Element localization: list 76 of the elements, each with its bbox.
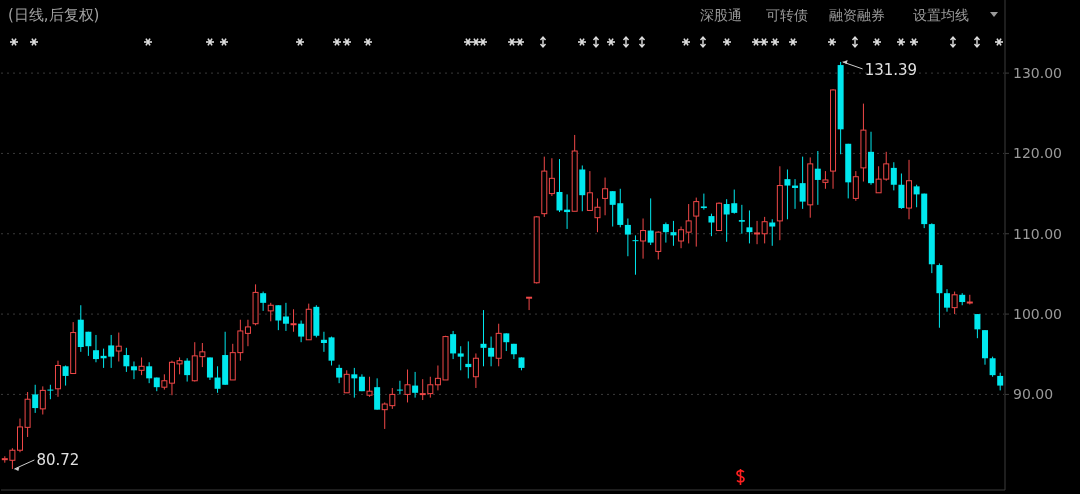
y-tick-label: 100.00 bbox=[1013, 306, 1062, 323]
candlestick bbox=[678, 226, 685, 249]
candlestick bbox=[472, 352, 479, 389]
y-tick-label: 90.00 bbox=[1013, 386, 1054, 403]
candlestick bbox=[366, 376, 373, 398]
candlestick bbox=[602, 177, 609, 216]
candlestick bbox=[450, 330, 457, 360]
candlestick bbox=[655, 230, 662, 260]
candlestick bbox=[47, 384, 54, 400]
candlestick bbox=[320, 331, 327, 353]
candlestick bbox=[130, 360, 137, 380]
candlestick bbox=[685, 203, 692, 244]
candlestick bbox=[62, 364, 69, 387]
candlestick bbox=[974, 313, 981, 339]
candlestick bbox=[412, 371, 419, 399]
candlestick bbox=[632, 234, 639, 276]
candlestick bbox=[184, 357, 191, 383]
candlestick bbox=[488, 336, 495, 367]
y-tick-label: 110.00 bbox=[1013, 225, 1062, 242]
chart-title: (日线,后复权) bbox=[8, 6, 100, 24]
candlestick bbox=[670, 220, 677, 247]
candlestick bbox=[890, 161, 897, 191]
candlestick bbox=[708, 213, 715, 237]
candlestick bbox=[548, 157, 555, 197]
y-tick-label: 130.00 bbox=[1013, 65, 1062, 82]
candlestick bbox=[404, 369, 411, 403]
candlestick bbox=[123, 347, 130, 373]
annotation: 80.72 bbox=[36, 450, 80, 469]
candlestick bbox=[351, 367, 358, 399]
candlestick bbox=[647, 197, 654, 246]
candlestick bbox=[898, 173, 905, 210]
candlestick bbox=[662, 222, 669, 244]
candlestick bbox=[32, 384, 39, 414]
candlestick bbox=[556, 158, 563, 213]
candlestick bbox=[738, 204, 745, 235]
candlestick bbox=[814, 150, 821, 206]
candlestick bbox=[290, 308, 297, 333]
annotation: 131.39 bbox=[864, 60, 918, 79]
candlestick bbox=[746, 209, 753, 244]
candlestick bbox=[92, 334, 99, 363]
candlestick bbox=[282, 302, 289, 332]
candlestick bbox=[336, 364, 343, 384]
candlestick bbox=[328, 336, 335, 366]
annotation: 可转债 bbox=[766, 7, 808, 23]
candlestick bbox=[260, 291, 267, 312]
candlestick bbox=[343, 369, 350, 394]
candlestick bbox=[640, 217, 647, 260]
candlestick bbox=[624, 217, 631, 257]
candlestick bbox=[693, 197, 700, 248]
candlestick bbox=[146, 361, 153, 384]
candlestick bbox=[769, 218, 776, 247]
candlestick bbox=[951, 291, 958, 315]
candlestick bbox=[115, 332, 122, 362]
candlestick bbox=[374, 377, 381, 411]
candlestick bbox=[457, 345, 464, 371]
candlestick bbox=[799, 156, 806, 210]
annotation: 融资融券 bbox=[829, 7, 885, 23]
candlestick bbox=[526, 296, 533, 311]
candlestick bbox=[267, 302, 274, 322]
candlestick bbox=[275, 304, 282, 331]
candlestick bbox=[989, 356, 996, 378]
candlestick bbox=[944, 288, 951, 313]
candlestick bbox=[480, 309, 487, 367]
candlestick bbox=[913, 184, 920, 208]
candlestick bbox=[39, 385, 46, 415]
candlestick bbox=[206, 356, 213, 381]
annotation: 设置均线 bbox=[913, 7, 969, 23]
candlestick bbox=[784, 168, 791, 220]
candlestick bbox=[465, 340, 472, 379]
annotation: 深股通 bbox=[700, 7, 742, 23]
candlestick bbox=[700, 193, 707, 211]
y-tick-label: 120.00 bbox=[1013, 145, 1062, 162]
candlestick bbox=[54, 360, 61, 398]
candlestick bbox=[298, 320, 305, 343]
candlestick bbox=[852, 170, 859, 202]
candlestick bbox=[396, 380, 403, 395]
